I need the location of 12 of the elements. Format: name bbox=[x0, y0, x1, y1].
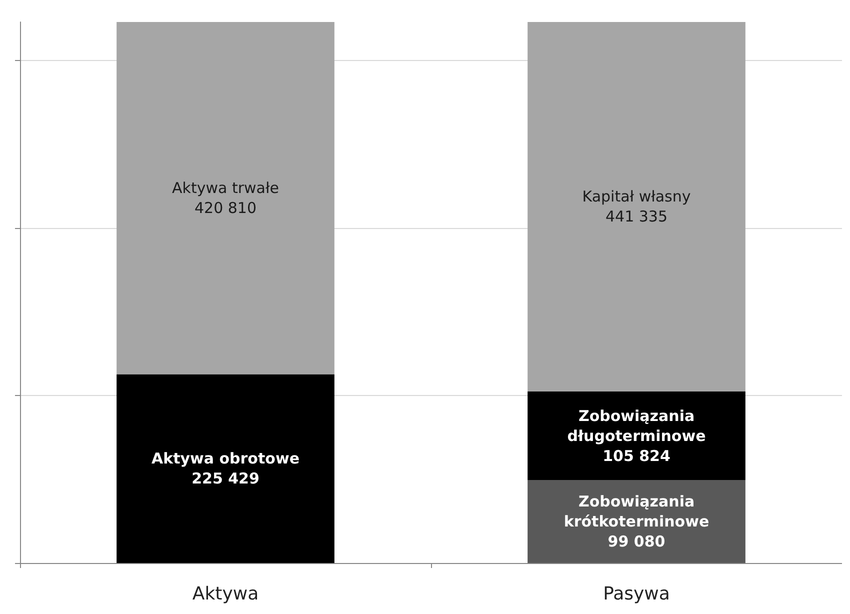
series-label: Zobowiązania długoterminowe bbox=[567, 406, 706, 445]
series-label: Zobowiązania krótkoterminowe bbox=[564, 492, 710, 531]
x-tick-label: Pasywa bbox=[603, 584, 670, 604]
x-tick-label: Aktywa bbox=[192, 584, 259, 604]
data-label: 225 429 bbox=[192, 470, 260, 488]
data-label: 441 335 bbox=[605, 208, 668, 226]
data-label: 105 824 bbox=[602, 446, 670, 465]
series-label: Aktywa obrotowe bbox=[152, 450, 300, 468]
series-label: Kapitał własny bbox=[582, 188, 691, 206]
series-label: Aktywa trwałe bbox=[172, 179, 279, 198]
data-label: 420 810 bbox=[194, 199, 257, 218]
data-label: 99 080 bbox=[608, 532, 666, 551]
